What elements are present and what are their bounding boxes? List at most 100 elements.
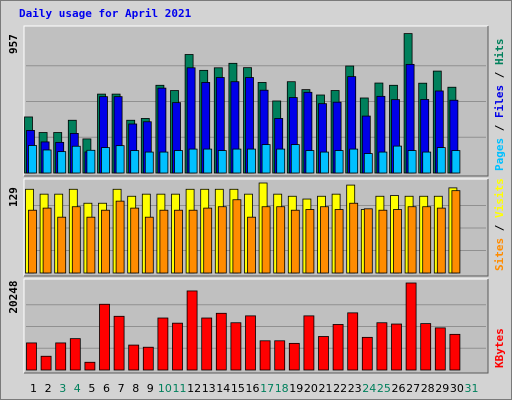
day-label: 9 xyxy=(147,382,154,395)
day-label: 17 xyxy=(260,382,274,395)
bar-pages xyxy=(320,151,329,174)
bar-pages xyxy=(232,148,242,174)
bar-sites xyxy=(42,207,52,274)
bottom-panel-legend: KBytes xyxy=(493,328,506,368)
bar-pages xyxy=(451,150,461,174)
bar-pages xyxy=(188,148,198,174)
bar-pages xyxy=(174,150,183,174)
bar-sites xyxy=(115,200,125,274)
bar-sites xyxy=(247,216,256,274)
bar-kbytes xyxy=(274,340,286,371)
bar-kbytes xyxy=(40,355,52,371)
bar-pages xyxy=(101,147,110,174)
middle-panel-ymax-label: 129 xyxy=(7,187,20,207)
bar-sites xyxy=(217,206,227,274)
bottom-panel-bevel-dark xyxy=(24,279,489,374)
bar-kbytes xyxy=(128,344,140,371)
day-label: 2 xyxy=(45,382,52,395)
bar-sites xyxy=(422,206,432,274)
day-label: 15 xyxy=(231,382,245,395)
bar-kbytes xyxy=(303,315,315,371)
bar-sites xyxy=(28,209,37,274)
bar-sites xyxy=(174,209,183,274)
bar-kbytes xyxy=(318,336,329,371)
bar-kbytes xyxy=(259,340,271,371)
day-label: 4 xyxy=(74,382,81,395)
day-label: 16 xyxy=(246,382,260,395)
bar-sites xyxy=(203,207,213,274)
bar-kbytes xyxy=(186,290,198,371)
bar-pages xyxy=(261,144,271,174)
bar-kbytes xyxy=(347,312,359,371)
bar-pages xyxy=(290,144,300,174)
bar-kbytes xyxy=(405,282,417,371)
day-label: 7 xyxy=(118,382,125,395)
day-label: 8 xyxy=(132,382,139,395)
bar-kbytes xyxy=(245,315,256,371)
bar-pages xyxy=(159,151,169,174)
bar-sites xyxy=(363,208,373,274)
bar-kbytes xyxy=(201,317,213,371)
bar-sites xyxy=(436,207,446,274)
day-label: 3 xyxy=(59,382,66,395)
day-label: 31 xyxy=(465,382,479,395)
bar-kbytes xyxy=(215,312,227,371)
bar-kbytes xyxy=(99,303,110,371)
bar-kbytes xyxy=(84,361,96,371)
bar-pages xyxy=(71,145,81,174)
bar-sites xyxy=(393,209,402,274)
day-label: 30 xyxy=(450,382,464,395)
day-label: 13 xyxy=(202,382,216,395)
day-label: 14 xyxy=(216,382,230,395)
top-panel-bevel-light xyxy=(23,25,488,176)
bar-pages xyxy=(28,145,37,174)
top-panel-legend-files: Files xyxy=(493,85,506,118)
bar-kbytes xyxy=(230,322,242,371)
bar-sites xyxy=(159,209,169,274)
bar-pages xyxy=(247,148,256,174)
bar-sites xyxy=(349,202,359,274)
bar-pages xyxy=(42,149,52,174)
bottom-panel-bevel-light xyxy=(23,278,488,373)
top-panel-legend-separator: / xyxy=(493,65,506,85)
bar-kbytes xyxy=(449,333,461,371)
top-panel-bevel-dark xyxy=(24,26,489,177)
bar-pages xyxy=(393,145,402,174)
bar-pages xyxy=(115,145,125,174)
day-label: 23 xyxy=(348,382,362,395)
bar-pages xyxy=(378,151,388,174)
day-label: 5 xyxy=(88,382,95,395)
bar-kbytes xyxy=(26,342,37,371)
bar-pages xyxy=(349,148,359,174)
bar-sites xyxy=(188,209,198,274)
day-label: 10 xyxy=(158,382,172,395)
bar-kbytes xyxy=(69,338,81,371)
bar-sites xyxy=(57,216,67,274)
bar-sites xyxy=(86,216,96,274)
bar-sites xyxy=(334,209,344,274)
bar-sites xyxy=(130,207,140,274)
middle-panel-legend: Sites / Visits xyxy=(493,178,506,271)
bar-sites xyxy=(276,206,286,274)
bar-pages xyxy=(305,150,315,174)
top-panel-ymax-label: 957 xyxy=(7,34,20,54)
top-panel-legend-pages: Pages xyxy=(493,138,506,171)
bar-pages xyxy=(57,151,67,174)
bar-sites xyxy=(232,199,242,274)
bar-kbytes xyxy=(172,322,183,371)
bar-sites xyxy=(261,206,271,274)
bar-kbytes xyxy=(55,342,67,371)
middle-panel-bevel-light xyxy=(23,178,488,276)
day-label: 12 xyxy=(187,382,201,395)
bar-kbytes xyxy=(288,342,300,371)
bar-pages xyxy=(422,151,432,174)
day-label: 21 xyxy=(319,382,333,395)
bar-pages xyxy=(407,150,417,174)
bar-kbytes xyxy=(157,317,169,371)
day-label: 25 xyxy=(377,382,391,395)
middle-panel-legend-visits: Visits xyxy=(493,178,506,218)
bar-kbytes xyxy=(332,324,344,371)
bottom-panel-ymax-label: 20248 xyxy=(7,280,20,313)
bottom-panel-legend-kbytes: KBytes xyxy=(493,328,506,368)
